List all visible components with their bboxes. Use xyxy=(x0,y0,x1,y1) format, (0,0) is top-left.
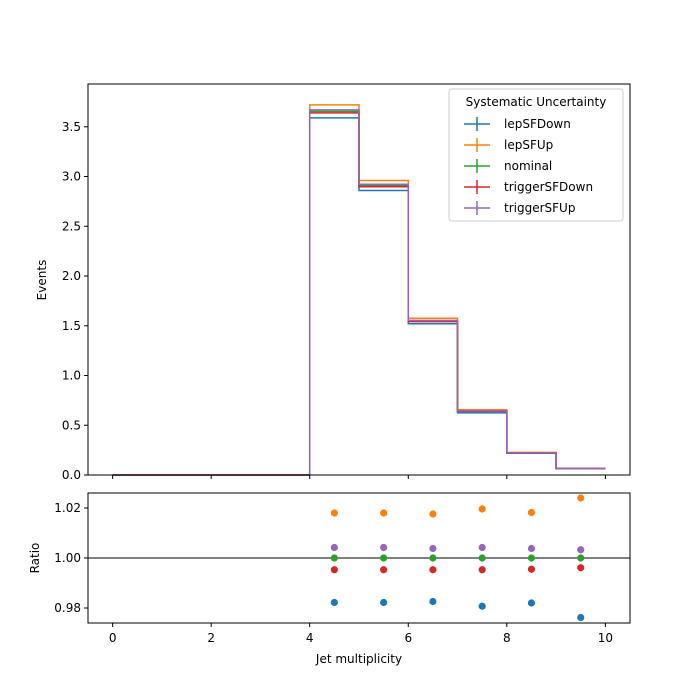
ratio-panel: 0.98 1.00 1.02 0 2 4 6 8 10 Ratio Jet multiplic… xyxy=(28,492,631,666)
ratio-y-axis-label: Ratio xyxy=(28,543,42,574)
ratio-point-triggerSFDown xyxy=(478,566,486,574)
ratio-point-triggerSFUp xyxy=(380,543,388,552)
legend-label: nominal xyxy=(504,159,552,173)
main-axes-frame xyxy=(87,83,631,476)
ratio-point-lepSFUp xyxy=(527,508,536,517)
ratio-point-triggerSFDown xyxy=(577,564,585,572)
ratio-point-lepSFUp xyxy=(478,505,486,513)
ratio-point-triggerSFUp xyxy=(478,543,486,552)
legend-frame xyxy=(448,88,624,222)
ratio-point-nominal xyxy=(527,554,536,562)
y-tick-label: 2.0 xyxy=(62,269,81,283)
ratio-y-tick-label: 0.98 xyxy=(54,601,81,615)
ratio-point-lepSFUp xyxy=(380,509,388,517)
x-axis-label: Jet multiplicity xyxy=(315,652,402,666)
x-tick-label: 8 xyxy=(503,631,511,645)
ratio-y-tick-label: 1.02 xyxy=(54,501,81,515)
x-tick-label: 0 xyxy=(109,631,117,645)
ratio-point-lepSFUp xyxy=(577,494,585,502)
ratio-x-ticks: 0 2 4 6 8 10 xyxy=(109,623,613,645)
ratio-point-nominal xyxy=(478,554,486,562)
x-tick-label: 6 xyxy=(404,631,412,645)
ratio-y-ticks: 0.98 1.00 1.02 xyxy=(54,501,88,615)
ratio-point-lepSFDown xyxy=(380,598,388,607)
legend-item-nominal: nominal xyxy=(464,159,552,173)
legend: Systematic Uncertainty lepSFDown lepSFUp n… xyxy=(448,88,624,222)
ratio-point-lepSFUp xyxy=(429,510,437,518)
legend-label: lepSFUp xyxy=(504,138,553,152)
ratio-point-triggerSFDown xyxy=(380,566,388,574)
legend-item-lepSFDown: lepSFDown xyxy=(464,117,571,131)
ratio-point-triggerSFDown xyxy=(527,565,536,573)
main-y-ticks: 0.0 0.5 1.0 1.5 2.0 2.5 3.0 3.5 xyxy=(62,120,88,482)
x-tick-label: 10 xyxy=(598,631,613,645)
ratio-point-lepSFDown xyxy=(527,599,536,607)
y-tick-label: 2.5 xyxy=(62,219,81,233)
legend-label: triggerSFUp xyxy=(504,201,575,215)
y-tick-label: 3.5 xyxy=(62,120,81,134)
ratio-point-lepSFDown xyxy=(478,602,486,610)
legend-item-lepSFUp: lepSFUp xyxy=(464,138,553,152)
x-tick-label: 2 xyxy=(207,631,215,645)
ratio-point-nominal xyxy=(429,554,437,562)
y-axis-label: Events xyxy=(35,260,49,301)
y-tick-label: 1.0 xyxy=(62,369,81,383)
legend-item-triggerSFUp: triggerSFUp xyxy=(464,201,575,215)
legend-items: lepSFDown lepSFUp nominal triggerSFDown trig… xyxy=(464,117,593,215)
legend-label: lepSFDown xyxy=(504,117,571,131)
ratio-point-triggerSFUp xyxy=(527,544,536,553)
ratio-point-lepSFDown xyxy=(429,597,437,606)
y-tick-label: 1.5 xyxy=(62,319,81,333)
ratio-point-lepSFDown xyxy=(330,598,338,607)
ratio-points-group xyxy=(330,494,585,622)
legend-label: triggerSFDown xyxy=(504,180,593,194)
ratio-point-triggerSFDown xyxy=(330,566,338,574)
ratio-y-tick-label: 1.00 xyxy=(54,551,81,565)
y-tick-label: 0.5 xyxy=(62,418,81,432)
ratio-point-triggerSFUp xyxy=(429,544,437,553)
legend-item-triggerSFDown: triggerSFDown xyxy=(464,180,593,194)
main-panel: 0.0 0.5 1.0 1.5 2.0 2.5 3.0 3.5 Events xyxy=(35,83,631,482)
ratio-point-triggerSFUp xyxy=(330,543,338,552)
ratio-point-lepSFDown xyxy=(577,613,585,622)
main-x-ticks xyxy=(112,475,606,479)
ratio-point-lepSFUp xyxy=(330,509,338,517)
y-tick-label: 3.0 xyxy=(62,170,81,184)
ratio-point-triggerSFDown xyxy=(429,566,437,574)
ratio-point-nominal xyxy=(330,554,338,562)
ratio-point-nominal xyxy=(577,554,585,562)
legend-title: Systematic Uncertainty xyxy=(466,95,607,109)
ratio-point-nominal xyxy=(380,554,388,562)
y-tick-label: 0.0 xyxy=(62,468,81,482)
ratio-point-triggerSFUp xyxy=(577,546,585,554)
x-tick-label: 4 xyxy=(306,631,314,645)
